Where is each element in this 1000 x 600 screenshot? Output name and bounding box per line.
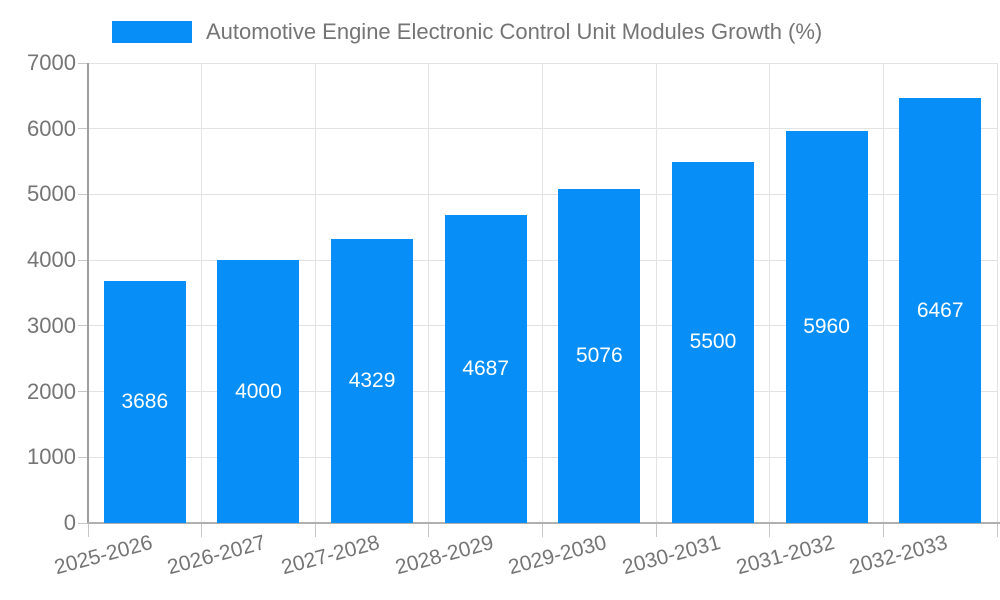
x-axis-tick <box>769 523 771 537</box>
chart-legend[interactable]: Automotive Engine Electronic Control Uni… <box>112 19 822 45</box>
y-axis-tick <box>78 193 88 195</box>
bar-2026-2027: 4000 <box>217 260 300 523</box>
bar-2027-2028: 4329 <box>331 238 414 523</box>
bar-value-label: 5076 <box>575 344 623 368</box>
gridline-vertical <box>769 63 771 523</box>
x-axis-tick <box>882 523 884 537</box>
gridline-vertical <box>428 63 430 523</box>
bar-value-label: 5500 <box>689 330 737 354</box>
bar-value-label: 4687 <box>462 356 510 380</box>
x-axis-line <box>88 522 1000 524</box>
y-axis-tick-label: 5000 <box>27 181 76 207</box>
x-axis-tick <box>655 523 657 537</box>
x-axis-tick <box>201 523 203 537</box>
bar-2030-2031: 5500 <box>671 161 754 523</box>
bar-value-label: 3686 <box>121 389 169 413</box>
y-axis-tick-label: 2000 <box>27 378 76 404</box>
bar-2025-2026: 3686 <box>103 280 186 523</box>
y-axis-tick-label: 6000 <box>27 115 76 141</box>
gridline-vertical <box>882 63 884 523</box>
x-axis-tick <box>996 523 998 537</box>
gridline-vertical <box>542 63 543 523</box>
bar-2028-2029: 4687 <box>444 214 527 523</box>
y-axis-tick-label: 1000 <box>27 444 76 470</box>
bar-value-label: 4000 <box>235 379 282 403</box>
x-axis-tick <box>314 523 316 537</box>
y-axis-tick-label: 4000 <box>27 247 76 273</box>
gridline-vertical <box>655 63 657 523</box>
y-axis-tick <box>78 391 88 393</box>
y-axis-tick <box>78 325 88 327</box>
y-axis-tick <box>78 259 88 261</box>
y-axis-tick <box>78 62 88 64</box>
bar-2031-2032: 5960 <box>785 131 868 523</box>
x-axis-tick <box>542 523 543 537</box>
gridline-vertical <box>996 63 998 523</box>
bar-2029-2030: 5076 <box>558 189 641 523</box>
y-axis-tick-label: 7000 <box>27 50 76 75</box>
y-axis-tick <box>78 128 88 130</box>
gridline-vertical <box>314 63 316 523</box>
gridline-vertical <box>201 63 203 523</box>
y-axis-tick <box>78 522 88 524</box>
bar-2032-2033: 6467 <box>899 98 982 523</box>
x-axis-tick <box>428 523 430 537</box>
bar-value-label: 6467 <box>916 298 964 322</box>
legend-swatch <box>112 21 192 43</box>
bar-value-label: 5960 <box>803 315 850 339</box>
y-axis-tick <box>78 456 88 458</box>
bar-value-label: 4329 <box>348 368 396 392</box>
y-axis-line <box>87 63 89 523</box>
y-axis-tick-label: 0 <box>63 510 76 535</box>
y-axis-tick-label: 3000 <box>27 312 76 338</box>
x-axis-tick <box>87 523 89 537</box>
chart-title: Automotive Engine Electronic Control Uni… <box>206 19 823 44</box>
